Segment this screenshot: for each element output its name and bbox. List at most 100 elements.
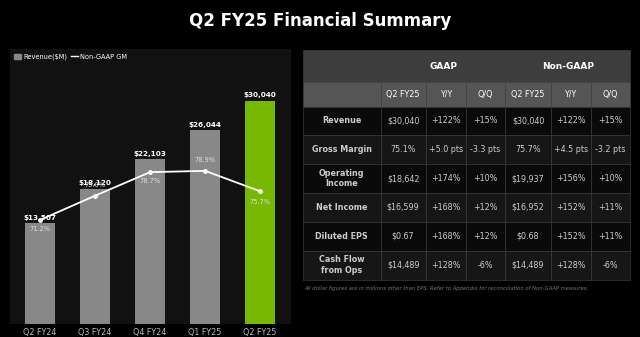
Text: 75.7%: 75.7% (515, 145, 541, 154)
Text: Cash Flow
from Ops: Cash Flow from Ops (319, 255, 364, 275)
Text: Q2 FY25: Q2 FY25 (387, 90, 420, 99)
Text: Operating
Income: Operating Income (319, 169, 364, 188)
Text: Q/Q: Q/Q (478, 90, 493, 99)
Bar (591, 164, 630, 193)
Text: +5.0 pts: +5.0 pts (429, 145, 463, 154)
Bar (551, 251, 591, 280)
Text: Gross Margin: Gross Margin (312, 145, 372, 154)
Bar (506, 106, 551, 135)
Text: +168%: +168% (431, 203, 460, 212)
Text: $0.68: $0.68 (517, 232, 540, 241)
Bar (303, 135, 381, 164)
Text: 75.7%: 75.7% (250, 200, 271, 205)
Text: +122%: +122% (431, 117, 461, 125)
Bar (190, 130, 220, 324)
Text: GAAP: GAAP (429, 62, 457, 70)
Bar (381, 222, 426, 251)
Bar (303, 50, 381, 82)
Text: +4.5 pts: +4.5 pts (554, 145, 588, 154)
Text: All dollar figures are in millions other than EPS. Refer to Appendix for reconci: All dollar figures are in millions other… (304, 286, 588, 292)
Bar (303, 164, 381, 193)
Bar (303, 82, 381, 106)
Bar (591, 251, 630, 280)
Bar (381, 50, 506, 82)
Text: Net Income: Net Income (316, 203, 367, 212)
Text: +128%: +128% (431, 261, 460, 270)
Text: +128%: +128% (556, 261, 586, 270)
Text: Diluted EPS: Diluted EPS (316, 232, 368, 241)
Bar (591, 193, 630, 222)
Text: $19,937: $19,937 (512, 174, 545, 183)
Bar (381, 135, 426, 164)
Bar (506, 50, 630, 82)
Bar (591, 135, 630, 164)
Legend: Revenue($M), Non-GAAP GM: Revenue($M), Non-GAAP GM (13, 52, 128, 61)
Text: Q2 FY25: Q2 FY25 (511, 90, 545, 99)
Bar (466, 82, 506, 106)
Text: +168%: +168% (431, 232, 460, 241)
Text: +156%: +156% (556, 174, 586, 183)
Text: -3.2 pts: -3.2 pts (595, 145, 626, 154)
Bar (551, 164, 591, 193)
Text: 71.2%: 71.2% (29, 225, 51, 232)
Bar (506, 135, 551, 164)
Text: -6%: -6% (603, 261, 618, 270)
Text: +122%: +122% (556, 117, 586, 125)
Text: +11%: +11% (598, 232, 623, 241)
Text: $16,599: $16,599 (387, 203, 420, 212)
Text: Q2 FY25 Financial Summary: Q2 FY25 Financial Summary (189, 12, 451, 30)
Bar (466, 251, 506, 280)
Text: $18,642: $18,642 (387, 174, 419, 183)
Bar (506, 193, 551, 222)
Text: +174%: +174% (431, 174, 460, 183)
Bar (381, 251, 426, 280)
Text: +15%: +15% (474, 117, 498, 125)
Bar (551, 82, 591, 106)
Text: Q/Q: Q/Q (603, 90, 618, 99)
Text: $13,507: $13,507 (24, 215, 56, 221)
Text: Non-GAAP: Non-GAAP (542, 62, 594, 70)
Text: -6%: -6% (477, 261, 493, 270)
Text: +12%: +12% (474, 232, 498, 241)
Text: +15%: +15% (598, 117, 623, 125)
Bar (426, 193, 466, 222)
Text: +152%: +152% (556, 203, 586, 212)
Text: Revenue: Revenue (322, 117, 362, 125)
Bar (506, 251, 551, 280)
Bar (466, 222, 506, 251)
Text: $30,040: $30,040 (387, 117, 419, 125)
Bar (426, 164, 466, 193)
Bar (381, 106, 426, 135)
Bar (303, 193, 381, 222)
Text: $22,103: $22,103 (134, 151, 166, 157)
Text: 78.7%: 78.7% (140, 178, 161, 184)
Bar (426, 222, 466, 251)
Bar (381, 193, 426, 222)
Text: $14,489: $14,489 (512, 261, 545, 270)
Text: -3.3 pts: -3.3 pts (470, 145, 500, 154)
Text: +12%: +12% (474, 203, 498, 212)
Text: 78.9%: 78.9% (195, 157, 216, 163)
Bar (426, 82, 466, 106)
Text: $18,120: $18,120 (79, 180, 111, 186)
Bar (381, 82, 426, 106)
Bar (245, 100, 275, 324)
Text: $26,044: $26,044 (189, 122, 221, 128)
Text: 75.0%: 75.0% (84, 182, 106, 188)
Bar (551, 135, 591, 164)
Bar (506, 82, 551, 106)
Bar (551, 106, 591, 135)
Text: $0.67: $0.67 (392, 232, 415, 241)
Bar (591, 106, 630, 135)
Text: $14,489: $14,489 (387, 261, 419, 270)
Bar (303, 251, 381, 280)
Bar (303, 106, 381, 135)
Bar (135, 159, 165, 324)
Text: 75.1%: 75.1% (390, 145, 416, 154)
Text: $16,952: $16,952 (512, 203, 545, 212)
Text: $30,040: $30,040 (244, 92, 276, 98)
Bar (381, 164, 426, 193)
Bar (591, 222, 630, 251)
Bar (551, 222, 591, 251)
Text: +10%: +10% (474, 174, 498, 183)
